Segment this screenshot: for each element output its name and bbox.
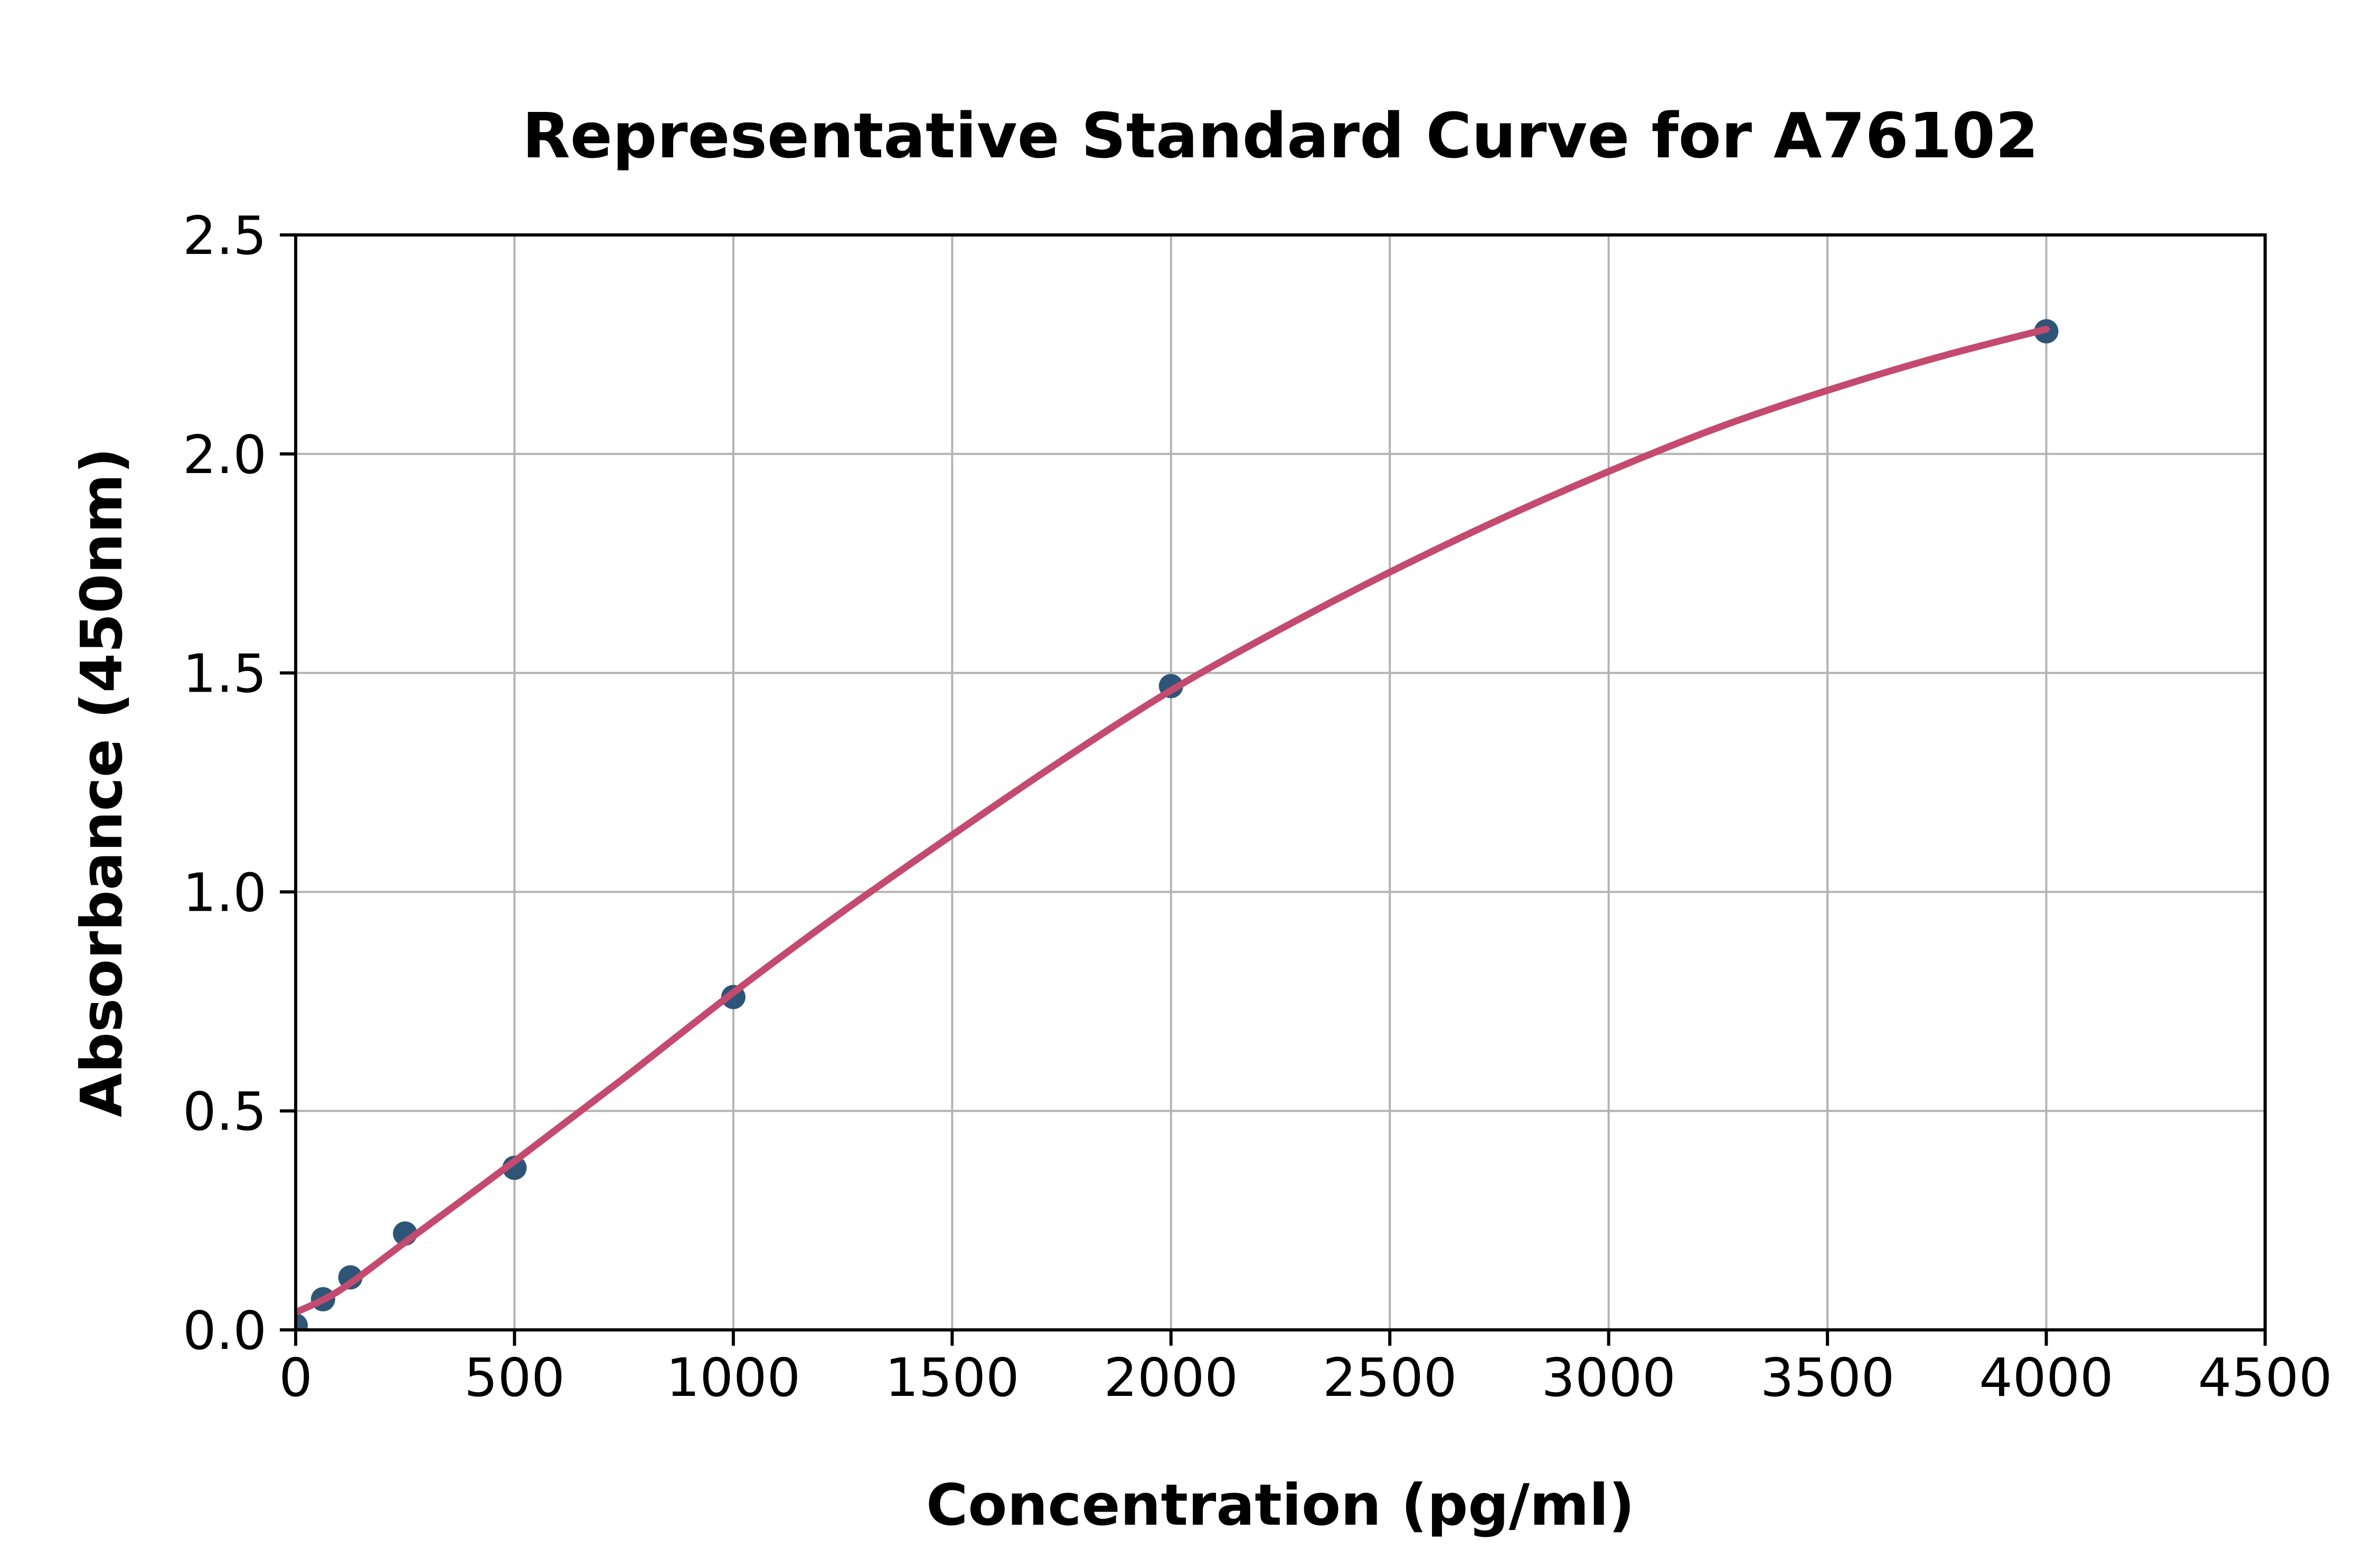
data-point-0 <box>296 1313 308 1330</box>
x-tick-label-4500: 4500 <box>2198 1347 2333 1409</box>
gridlines <box>295 234 2266 1331</box>
x-tick-label-4000: 4000 <box>1979 1347 2114 1409</box>
chart-title: Representative Standard Curve for A76102 <box>522 99 2039 172</box>
axis-tick-labels: 0 500 1000 1500 2000 2500 3000 3500 4000 4500 0.0 0… <box>183 205 2332 1409</box>
x-axis-label: Concentration (pg/ml) <box>926 1472 1635 1538</box>
y-tick-label-0.0: 0.0 <box>183 1300 267 1362</box>
y-tick-label-0.5: 0.5 <box>183 1081 267 1142</box>
y-tick-label-1.5: 1.5 <box>183 643 267 705</box>
x-tick-label-3000: 3000 <box>1541 1347 1676 1409</box>
fit-curve-line <box>296 325 2050 1316</box>
x-tick-label-1000: 1000 <box>666 1347 801 1409</box>
axis-ticks <box>280 233 2267 1346</box>
y-axis-label: Absorbance (450nm) <box>69 448 135 1117</box>
y-tick-label-2.5: 2.5 <box>183 205 267 267</box>
plot-border <box>294 233 2267 1331</box>
y-tick-label-1.0: 1.0 <box>183 862 267 923</box>
plot-data <box>296 319 2059 1330</box>
x-tick-label-0: 0 <box>279 1347 313 1409</box>
x-tick-label-2000: 2000 <box>1104 1347 1239 1409</box>
y-tick-label-2.0: 2.0 <box>183 424 267 486</box>
x-tick-label-2500: 2500 <box>1323 1347 1457 1409</box>
plot-border-rect <box>294 233 2267 1331</box>
x-tick-label-1500: 1500 <box>885 1347 1020 1409</box>
x-tick-label-3500: 3500 <box>1760 1347 1895 1409</box>
x-tick-label-500: 500 <box>464 1347 565 1409</box>
